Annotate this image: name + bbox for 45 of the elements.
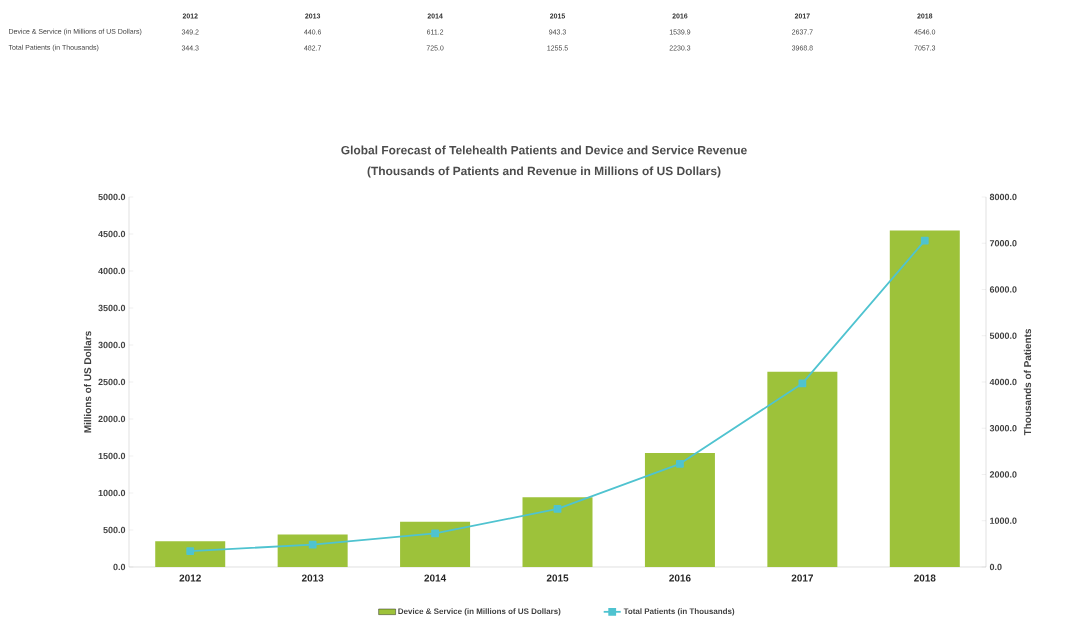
x-tick-label: 2016 bbox=[669, 574, 691, 582]
bar bbox=[767, 371, 838, 567]
y-tick-label: 2000.0 bbox=[98, 415, 126, 423]
x-tick-label: 2012 bbox=[179, 574, 201, 582]
bar bbox=[889, 230, 960, 567]
y-axis-title: Millions of US Dollars bbox=[83, 331, 92, 433]
point bbox=[186, 547, 195, 555]
point bbox=[431, 529, 439, 538]
point bbox=[920, 236, 929, 245]
y-tick-label: 4000.0 bbox=[98, 267, 126, 275]
bar bbox=[644, 453, 715, 567]
x-tick-label: 2015 bbox=[546, 574, 569, 582]
y-tick-label: 5000.0 bbox=[98, 193, 126, 201]
y2-tick-label: 3000.0 bbox=[989, 425, 1017, 432]
y2-axis-title: Thousands of Patients bbox=[1023, 328, 1032, 436]
y-tick-label: 500.0 bbox=[103, 526, 126, 534]
y2-tick-label: 2000.0 bbox=[989, 471, 1017, 478]
y-tick-label: 4500.0 bbox=[98, 230, 126, 238]
y-tick-label: 3500.0 bbox=[98, 304, 126, 312]
y-tick-label: 1000.0 bbox=[98, 489, 126, 497]
x-tick-label: 2013 bbox=[301, 574, 324, 582]
y2-tick-label: 7000.0 bbox=[989, 240, 1017, 247]
y2-tick-label: 6000.0 bbox=[989, 286, 1017, 293]
y2-tick-label: 8000.0 bbox=[989, 193, 1017, 201]
bar bbox=[277, 534, 348, 567]
x-tick-label: 2018 bbox=[914, 574, 936, 582]
y-tick-label: 3000.0 bbox=[98, 341, 126, 349]
y-tick-label: 0.0 bbox=[113, 563, 126, 571]
point bbox=[308, 540, 317, 549]
point bbox=[798, 379, 807, 388]
point bbox=[676, 459, 684, 468]
bar bbox=[522, 497, 593, 567]
y2-tick-label: 1000.0 bbox=[990, 517, 1017, 524]
point bbox=[553, 505, 562, 513]
bar bbox=[155, 541, 226, 567]
chart-subtitle: (Thousands of Patients and Revenue in Millions of US Dollars) bbox=[367, 166, 721, 178]
chart-title: Global Forecast of Telehealth Patients and Device and Service Revenue bbox=[341, 145, 747, 155]
y2-tick-label: 4000.0 bbox=[989, 378, 1017, 386]
y-tick-label: 2500.0 bbox=[98, 378, 126, 386]
x-tick-label: 2014 bbox=[424, 574, 447, 582]
y2-tick-label: 5000.0 bbox=[989, 332, 1017, 339]
y2-tick-label: 0.0 bbox=[989, 563, 1002, 571]
y-tick-label: 1500.0 bbox=[98, 452, 126, 460]
x-tick-label: 2017 bbox=[791, 574, 814, 582]
bar bbox=[400, 521, 471, 567]
